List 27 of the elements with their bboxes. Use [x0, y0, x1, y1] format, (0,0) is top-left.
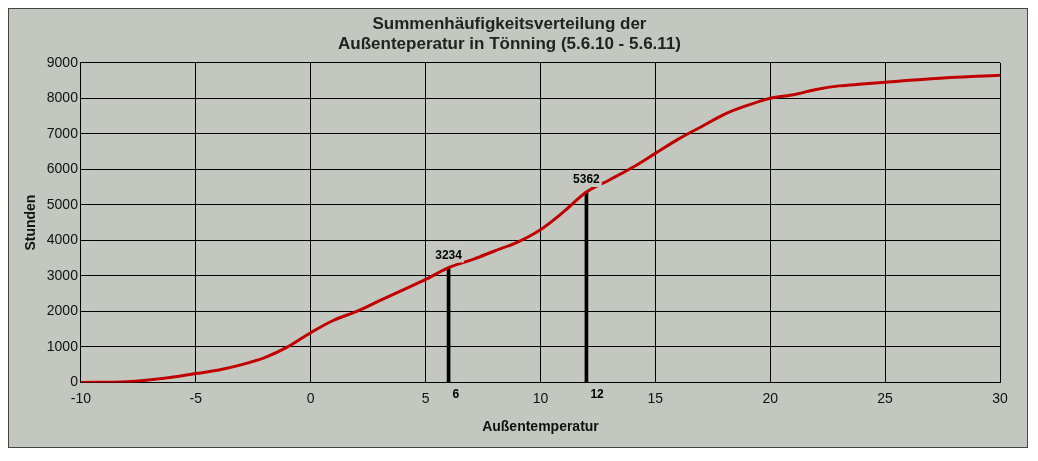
x-tick-label: 10	[532, 389, 549, 406]
y-axis-title: Stunden	[22, 194, 39, 251]
annotation: 6	[452, 386, 460, 401]
y-tick-label: 3000	[46, 266, 79, 283]
y-tick-label: 4000	[46, 231, 79, 248]
x-tick-label: 30	[992, 389, 1008, 406]
x-axis-title: Außentemperatur	[482, 418, 600, 435]
x-tick-label: -10	[70, 389, 92, 406]
annotation: 12	[590, 386, 605, 401]
y-tick-label: 5000	[46, 195, 79, 212]
x-tick-label: 15	[647, 389, 664, 406]
x-tick-label: 0	[306, 389, 315, 406]
y-tick-label: 7000	[46, 124, 79, 141]
data-label: 5362	[573, 172, 601, 187]
y-tick-label: 8000	[46, 89, 79, 106]
y-tick-label: 1000	[46, 337, 79, 354]
y-tick-label: 0	[70, 373, 79, 390]
line-series	[80, 73, 1000, 383]
x-tick-label: 20	[762, 389, 779, 406]
y-tick-label: 6000	[46, 160, 79, 177]
chart-title: Summenhäufigkeitsverteilung der Außenteperatur in Tönning (5.6.10 - 5.6.11)	[338, 13, 681, 54]
x-tick-label: 5	[421, 389, 430, 406]
y-tick-label: 9000	[46, 53, 79, 70]
x-tick-label: 25	[877, 389, 894, 406]
y-tick-label: 2000	[46, 302, 79, 319]
data-label: 3234	[435, 247, 463, 262]
x-tick-label: -5	[189, 389, 203, 406]
